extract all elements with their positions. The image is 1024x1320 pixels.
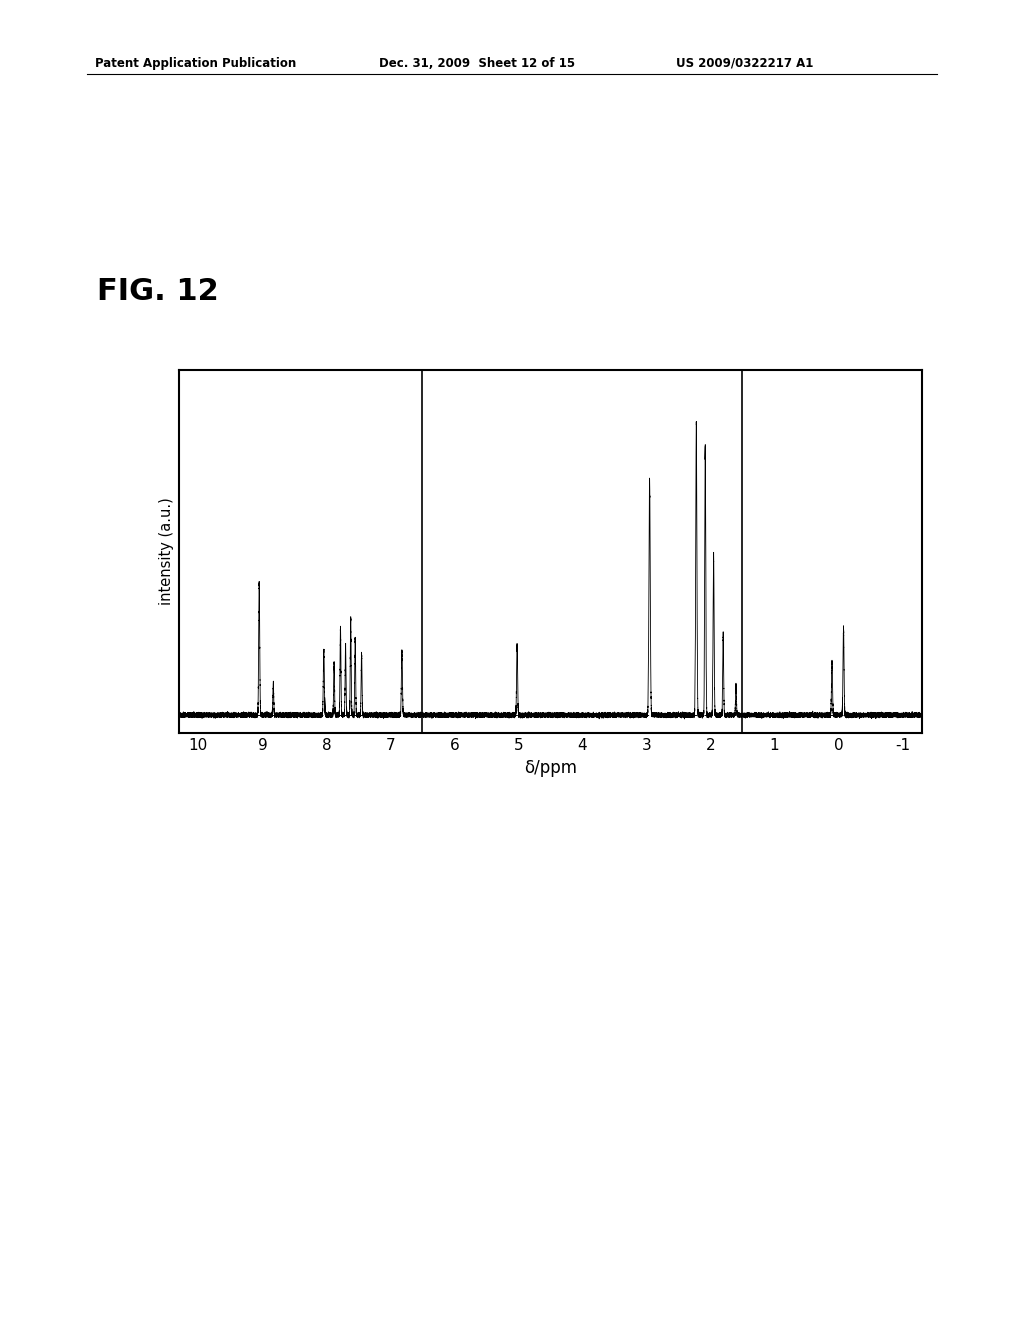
Text: FIG. 12: FIG. 12	[97, 277, 219, 306]
Text: Dec. 31, 2009  Sheet 12 of 15: Dec. 31, 2009 Sheet 12 of 15	[379, 57, 575, 70]
X-axis label: δ/ppm: δ/ppm	[524, 759, 577, 776]
Text: Patent Application Publication: Patent Application Publication	[95, 57, 297, 70]
Y-axis label: intensity (a.u.): intensity (a.u.)	[159, 498, 174, 605]
Text: US 2009/0322217 A1: US 2009/0322217 A1	[676, 57, 813, 70]
